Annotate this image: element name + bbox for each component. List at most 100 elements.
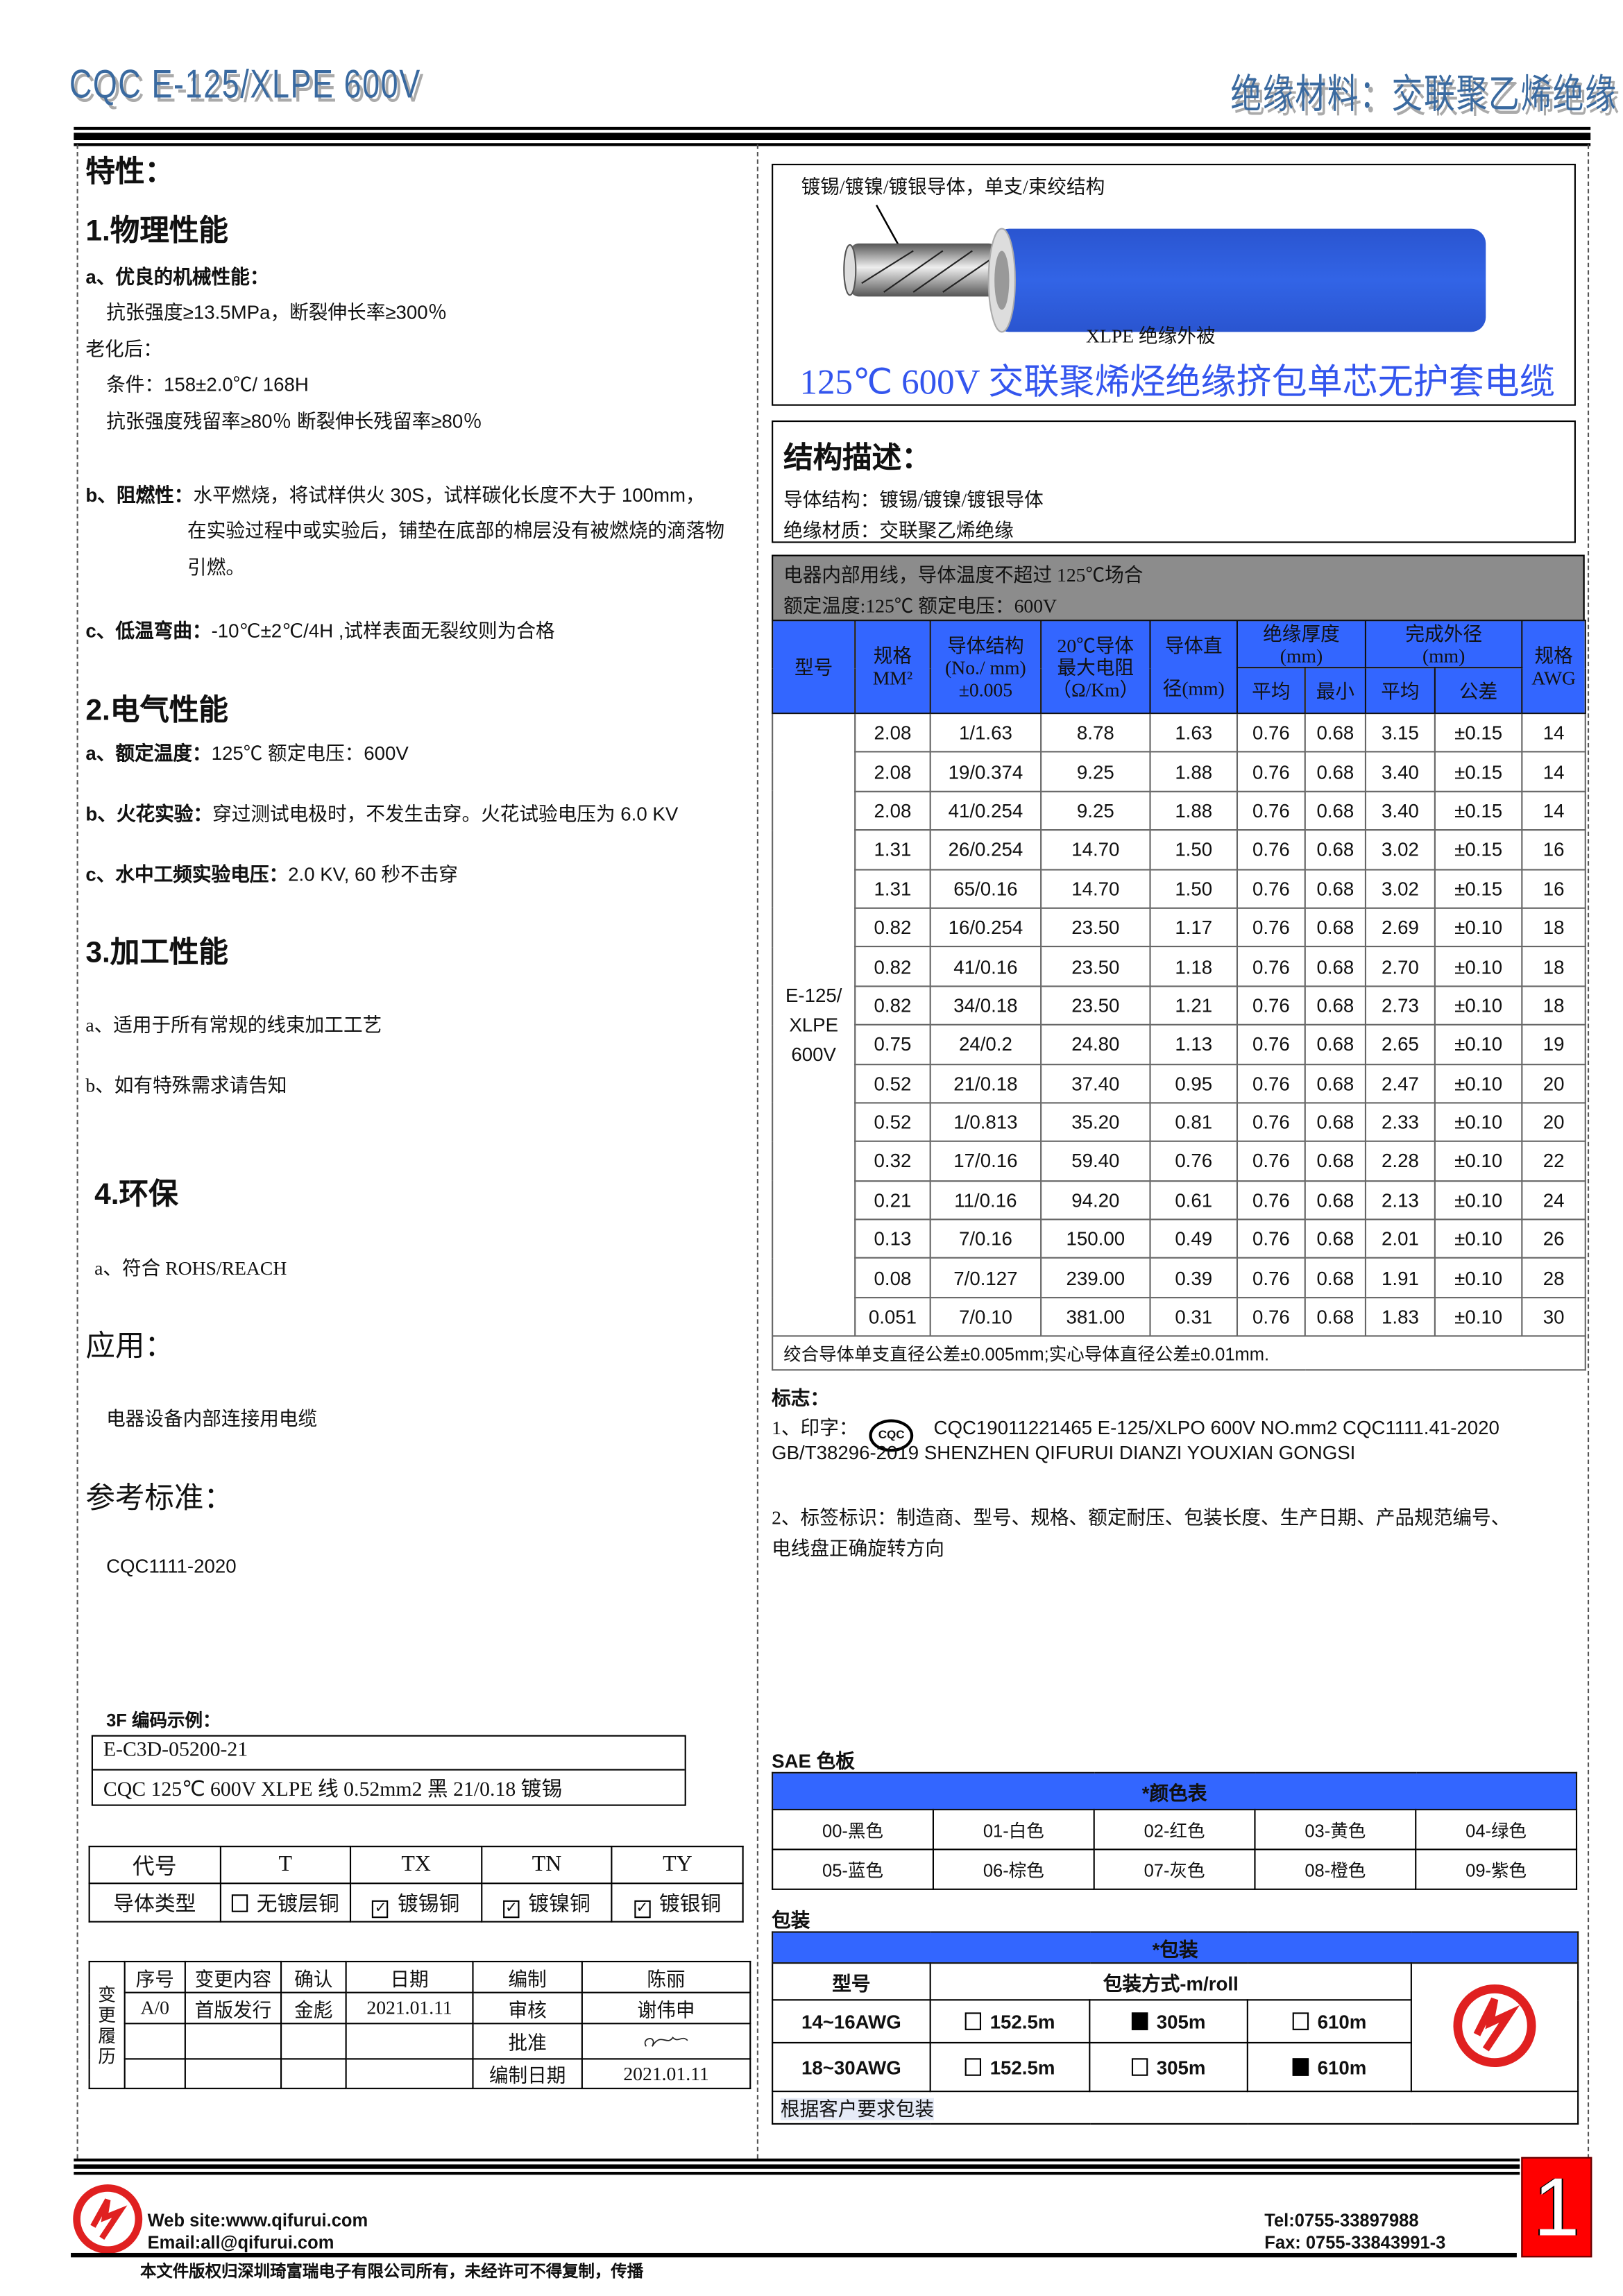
- water-test-text: 2.0 KV, 60 秒不击穿: [288, 862, 458, 885]
- table-row: 2.08 41/0.254 9.25 1.88 0.76 0.68 3.40 ±0.15 14: [772, 790, 1586, 831]
- history-cell: 日期: [345, 1960, 474, 1993]
- spec-cell: 0.76: [1236, 1102, 1306, 1143]
- table-header-row: 平均 最小 平均 公差: [772, 667, 1586, 715]
- header-text: *颜色表: [1141, 1781, 1207, 1804]
- cell-value: 0.68: [1316, 877, 1354, 900]
- header-cell: 规格 AWG: [1521, 620, 1586, 715]
- cell-value: ±0.10: [1454, 955, 1503, 978]
- cell-value: 3.40: [1382, 760, 1419, 783]
- standard-title: 参考标准：: [85, 1482, 233, 1515]
- cell-value: 3.40: [1382, 799, 1419, 822]
- cell-value: 1.83: [1382, 1305, 1419, 1328]
- header-text: MM²: [872, 667, 913, 690]
- spec-cell: 7/0.16: [929, 1218, 1042, 1259]
- cell-value: 1.31: [874, 877, 912, 900]
- application-text: 电器设备内部连接用电缆: [106, 1407, 318, 1430]
- spec-cell: 7/0.10: [929, 1296, 1042, 1338]
- env-title: 4.环保: [94, 1178, 178, 1211]
- pack-option: 305m: [1089, 2041, 1248, 2093]
- history-cell: [345, 2023, 474, 2060]
- table-row: 1.31 26/0.254 14.70 1.50 0.76 0.68 3.02 ±0.15 16: [772, 829, 1586, 870]
- spec-cell: 8.78: [1040, 713, 1151, 754]
- option-label: 镀锡铜: [398, 1894, 460, 1916]
- cell-value: 0.68: [1316, 955, 1354, 978]
- spec-cell: 0.76: [1236, 907, 1306, 948]
- cqc-logo-icon: CQC: [869, 1419, 914, 1452]
- table-header-row: 型号 规格 MM² 导体结构 (No./ mm) ±0.005 20℃导体 最大电阻 （Ω/Km…: [772, 620, 1586, 715]
- color-cell: 00-黑色: [772, 1808, 934, 1851]
- spec-cell: 381.00: [1040, 1296, 1151, 1338]
- spec-cell: 2.28: [1364, 1141, 1436, 1182]
- spec-cell: 0.68: [1304, 946, 1367, 987]
- row-label-cell: 导体类型: [88, 1882, 221, 1923]
- checkbox-icon[interactable]: [231, 1894, 248, 1912]
- cell-value: 1.88: [1175, 799, 1213, 822]
- usage-band: 电器内部用线，导体温度不超过 125℃场合 额定温度:125℃ 额定电压：600…: [772, 554, 1585, 622]
- spec-cell: ±0.15: [1434, 751, 1523, 792]
- spec-cell: 18: [1521, 985, 1586, 1026]
- checkbox-icon[interactable]: ✓: [634, 1899, 651, 1918]
- spec-cell: 239.00: [1040, 1257, 1151, 1298]
- cell-value: 16: [1543, 838, 1565, 861]
- side-label: 变更履历: [88, 1960, 126, 2089]
- cell-value: ±0.10: [1454, 1227, 1503, 1250]
- checkbox-icon[interactable]: [1131, 2057, 1148, 2075]
- cell-value: 0.08: [874, 1266, 912, 1289]
- cell-value: 1.18: [1175, 955, 1213, 978]
- cell-value: 14: [1543, 722, 1565, 745]
- spec-cell: 94.20: [1040, 1180, 1151, 1221]
- spec-cell: 0.68: [1304, 868, 1367, 909]
- copyright-text: 本文件版权归深圳琦富瑞电子有限公司所有，未经许可不得复制，传播: [140, 2263, 644, 2281]
- header-cell: 平均: [1364, 667, 1436, 715]
- spec-cell: 17/0.16: [929, 1141, 1042, 1182]
- code-example-title: 3F 编码示例：: [106, 1710, 221, 1731]
- table-row: 05-蓝色 06-棕色 07-灰色 08-橙色 09-紫色: [772, 1848, 1578, 1890]
- checkbox-icon[interactable]: [1292, 2057, 1309, 2075]
- spec-cell: 0.08: [854, 1257, 931, 1298]
- option-label: 610m: [1317, 2056, 1367, 2078]
- cell-text: 日期: [390, 1967, 429, 1990]
- spec-cell: 23.50: [1040, 985, 1151, 1026]
- cell-value: 0.76: [1252, 916, 1290, 939]
- checkbox-icon[interactable]: ✓: [503, 1899, 520, 1918]
- spec-cell: ±0.10: [1434, 1257, 1523, 1298]
- awg-text: 14~16AWG: [801, 2010, 901, 2033]
- cell-value: 1.63: [1175, 722, 1213, 745]
- checkbox-icon[interactable]: [965, 2012, 981, 2030]
- spec-cell: 0.68: [1304, 1296, 1367, 1338]
- history-cell: [345, 2058, 474, 2089]
- cell-value: ±0.10: [1454, 1033, 1503, 1056]
- spec-cell: 65/0.16: [929, 868, 1042, 909]
- checkbox-icon[interactable]: ✓: [372, 1899, 389, 1918]
- spec-cell: 1.31: [854, 829, 931, 870]
- cell-value: 19/0.374: [948, 760, 1023, 783]
- cell-value: ±0.15: [1454, 877, 1503, 900]
- cell-value: 9.25: [1076, 760, 1114, 783]
- page-subtitle: 绝缘材料：交联聚乙烯绝缘: [1230, 72, 1617, 117]
- header-cell: 完成外径 (mm): [1364, 620, 1523, 669]
- cell-value: ±0.15: [1454, 799, 1503, 822]
- flame-title: b、阻燃性：: [85, 484, 194, 507]
- cell-value: 34/0.18: [953, 994, 1018, 1017]
- spec-cell: 0.82: [854, 985, 931, 1026]
- color-name: 01-白色: [983, 1819, 1044, 1841]
- header-text: 规格: [1534, 645, 1573, 667]
- header-text: 平均: [1381, 679, 1420, 702]
- spec-cell: 0.76: [1236, 1296, 1306, 1338]
- spec-cell: 20: [1521, 1102, 1586, 1143]
- cell-value: 65/0.16: [953, 877, 1018, 900]
- spec-cell: 0.49: [1149, 1218, 1239, 1259]
- cell-value: 2.65: [1382, 1033, 1419, 1056]
- footer-rule: [71, 2252, 1517, 2258]
- cable-caption: 125℃ 600V 交联聚烯烃绝缘挤包单芯无护套电缆: [799, 364, 1555, 403]
- spec-cell: 0.68: [1304, 713, 1367, 754]
- header-text: 包装方式-m/roll: [1103, 1971, 1239, 1994]
- spec-cell: 0.75: [854, 1023, 931, 1065]
- checkbox-icon[interactable]: [1131, 2012, 1148, 2030]
- table-note-row: 绞合导体单支直径公差±0.005mm;实心导体直径公差±0.01mm.: [772, 1335, 1586, 1371]
- email-text: Email:all@qifurui.com: [147, 2232, 334, 2253]
- checkbox-icon[interactable]: [1292, 2012, 1309, 2030]
- spec-cell: 0.68: [1304, 1102, 1367, 1143]
- checkbox-icon[interactable]: [965, 2057, 981, 2075]
